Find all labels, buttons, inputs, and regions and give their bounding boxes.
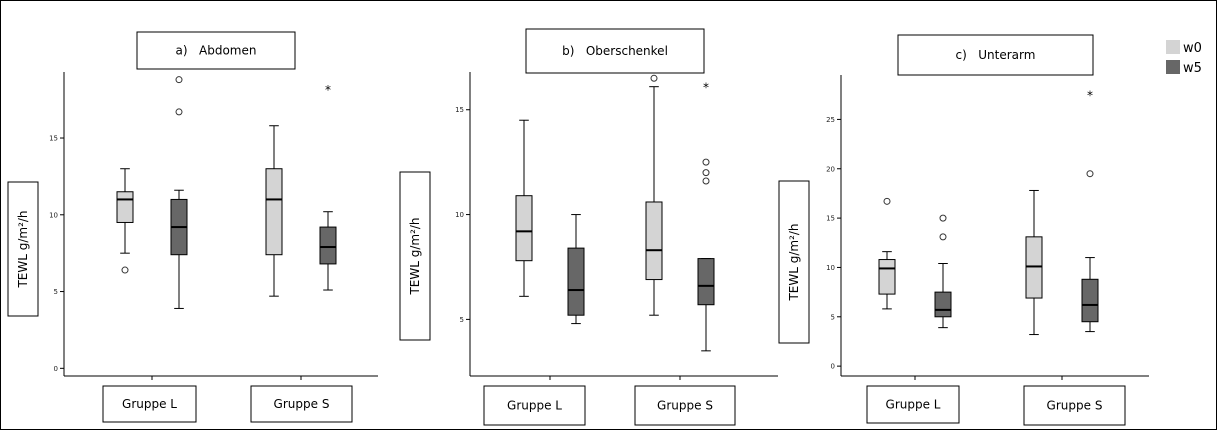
- category-label-box: [634, 385, 736, 426]
- legend-label-w5: w5: [1183, 61, 1202, 76]
- box-gruppe-s: [265, 125, 283, 297]
- y-axis-label-box: [778, 180, 810, 344]
- panel-title-box: [897, 34, 1094, 76]
- category-label-box: [1023, 385, 1126, 426]
- box-gruppe-l: [878, 197, 896, 310]
- box-gruppe-l: [934, 214, 952, 329]
- y-tick-label: 0: [54, 365, 58, 373]
- box-iqr: [934, 291, 952, 318]
- panel-1: 0 5 10 15 a) Abdomen TEWL g/m²/h Gruppe L Grupp…: [7, 31, 378, 423]
- outlier-point: [1086, 170, 1094, 178]
- y-tick-label: 25: [826, 116, 835, 124]
- box-gruppe-l: [116, 168, 134, 274]
- box-gruppe-s: *: [697, 81, 715, 352]
- category-label: Gruppe L: [122, 397, 177, 411]
- y-axis-label: TEWL g/m²/h: [787, 223, 801, 301]
- category-label: Gruppe S: [657, 399, 713, 413]
- outlier-point: [939, 233, 947, 241]
- box-gruppe-s: [645, 74, 663, 316]
- extreme-point: *: [1087, 89, 1093, 103]
- category-label: Gruppe L: [507, 399, 562, 413]
- category-label-box: [102, 385, 197, 423]
- box-gruppe-s: *: [1081, 89, 1099, 333]
- box-iqr: [319, 226, 337, 265]
- y-axis-label: TEWL g/m²/h: [16, 210, 30, 288]
- box-iqr: [645, 201, 663, 281]
- box-iqr: [265, 168, 283, 256]
- outlier-point: [121, 266, 129, 274]
- panel-title: b) Oberschenkel: [562, 44, 668, 58]
- box-gruppe-s: *: [319, 83, 337, 291]
- outlier-point: [939, 214, 947, 222]
- y-axis-label: TEWL g/m²/h: [408, 217, 422, 295]
- y-tick-label: 5: [831, 313, 835, 321]
- box-gruppe-l: [567, 214, 585, 325]
- y-tick-label: 15: [826, 215, 835, 223]
- panel-title: c) Unterarm: [956, 48, 1036, 62]
- category-label: Gruppe L: [886, 398, 941, 412]
- box-gruppe-s: [1025, 189, 1043, 336]
- outlier-point: [702, 169, 710, 177]
- extreme-point: *: [325, 83, 331, 97]
- outlier-point: [883, 197, 891, 205]
- box-iqr: [878, 259, 896, 295]
- y-axis-label-box: [7, 181, 39, 317]
- box-iqr: [515, 195, 533, 262]
- y-tick-label: 10: [455, 211, 464, 219]
- panel-title-box: [136, 31, 296, 70]
- legend-swatch-w0: [1166, 40, 1180, 54]
- category-label-box: [483, 385, 586, 426]
- legend-label-w0: w0: [1183, 41, 1202, 56]
- y-tick-label: 10: [826, 264, 835, 272]
- box-iqr: [1081, 278, 1099, 323]
- box-iqr: [116, 191, 134, 223]
- panel-2: 5 10 15 b) Oberschenkel TEWL g/m²/h Gruppe L G…: [399, 28, 778, 426]
- category-label: Gruppe S: [1047, 399, 1103, 413]
- legend-swatch-w5: [1166, 60, 1180, 74]
- box-gruppe-l: [170, 76, 188, 309]
- category-label: Gruppe S: [274, 397, 330, 411]
- panel-title-box: [525, 28, 705, 74]
- y-tick-label: 15: [455, 106, 464, 114]
- y-axis-label-box: [399, 171, 431, 341]
- extreme-point: *: [703, 81, 709, 95]
- category-label-box: [866, 385, 960, 424]
- outlier-point: [175, 76, 183, 84]
- category-label-box: [250, 385, 353, 423]
- box-gruppe-l: [515, 119, 533, 297]
- box-iqr: [697, 258, 715, 306]
- outlier-point: [702, 177, 710, 185]
- y-tick-label: 15: [49, 135, 58, 143]
- y-tick-label: 0: [831, 363, 835, 371]
- panel-3: 0 5 10 15 20 25 c) Unterarm TEWL g/m²/h Gruppe L…: [778, 34, 1149, 426]
- y-tick-label: 5: [460, 316, 464, 324]
- panel-title: a) Abdomen: [176, 44, 257, 58]
- box-iqr: [567, 247, 585, 316]
- outlier-point: [175, 108, 183, 116]
- outlier-point: [650, 74, 658, 82]
- y-tick-label: 5: [54, 288, 58, 296]
- y-tick-label: 10: [49, 211, 58, 219]
- y-tick-label: 20: [826, 165, 835, 173]
- outlier-point: [702, 158, 710, 166]
